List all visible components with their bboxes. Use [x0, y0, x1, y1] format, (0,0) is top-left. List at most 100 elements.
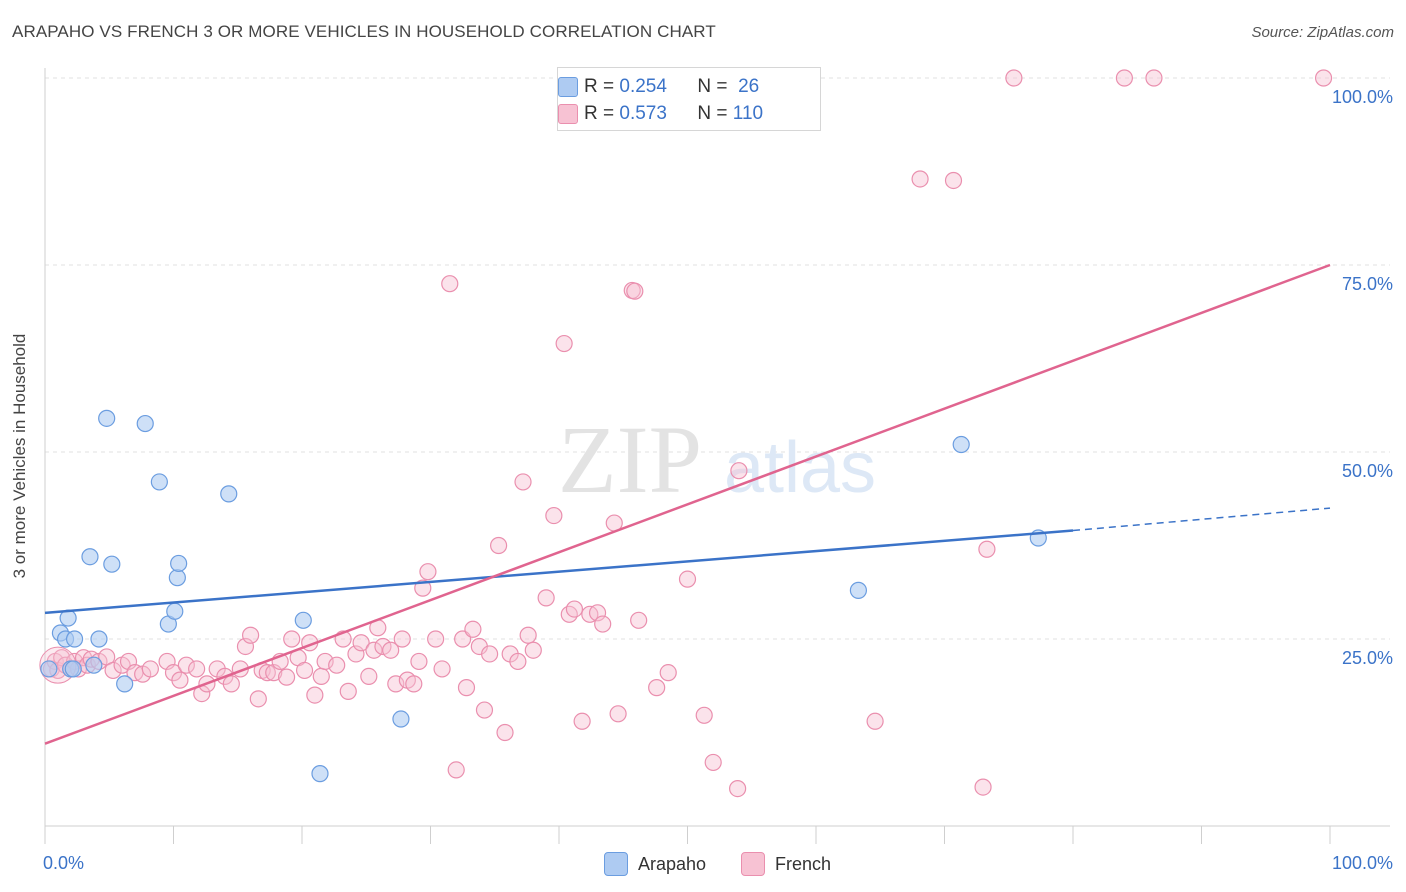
arapaho-point	[150, 473, 168, 491]
arapaho-point	[81, 548, 99, 566]
french-point	[457, 679, 476, 697]
watermark-zip: ZIP	[558, 406, 702, 513]
french-point	[141, 660, 159, 678]
arapaho-trend-extension	[1072, 507, 1331, 532]
french-point	[514, 473, 532, 491]
arapaho-point	[65, 630, 84, 648]
french-point	[339, 682, 357, 700]
french-point	[695, 706, 713, 724]
bottom-legend-arapaho: Arapaho	[604, 850, 706, 878]
y-tick-label: 75.0%	[1342, 274, 1393, 294]
french-point	[659, 664, 677, 682]
arapaho-point	[98, 409, 116, 427]
french-point	[496, 723, 514, 742]
source-label: Source: ZipAtlas.com	[1251, 24, 1394, 41]
watermark-atlas: atlas	[724, 428, 876, 508]
arapaho-point	[40, 660, 58, 678]
french-point	[236, 637, 255, 656]
french-point	[573, 712, 591, 730]
french-point	[352, 634, 370, 652]
french-point	[283, 630, 301, 648]
french-point	[433, 660, 451, 678]
french-point	[405, 675, 423, 693]
y-tick-label: 25.0%	[1342, 648, 1393, 668]
arapaho-point	[392, 710, 410, 728]
arapaho-trend-line	[44, 529, 1074, 615]
tick-labels: 25.0% 50.0% 75.0% 100.0% 0.0% 100.0%	[43, 87, 1393, 873]
french-point	[306, 686, 324, 704]
french-point	[545, 506, 563, 525]
arapaho-point	[952, 435, 970, 454]
french-point	[560, 605, 578, 623]
french-point	[630, 611, 648, 629]
french-point	[447, 761, 465, 779]
arapaho-point	[116, 675, 134, 693]
bottom-french-label: French	[775, 853, 832, 874]
arapaho-r-label: R =	[584, 76, 615, 97]
french-point	[978, 540, 996, 558]
bottom-arapaho-swatch	[604, 852, 628, 876]
french-point	[1145, 69, 1163, 87]
arapaho-n-value: 26	[738, 76, 760, 97]
arapaho-point	[136, 414, 154, 433]
french-n-label: N =	[697, 103, 728, 124]
french-point	[360, 667, 378, 686]
french-point	[393, 630, 411, 648]
arapaho-point	[166, 602, 184, 620]
french-point	[177, 656, 195, 674]
french-point	[648, 679, 666, 697]
french-point	[1115, 69, 1134, 87]
legend-row-french: R = 0.573 N = 110	[558, 100, 764, 128]
legend-row-arapaho: R = 0.254 N = 26	[558, 73, 760, 101]
arapaho-points	[40, 409, 1047, 783]
bottom-legend-french: French	[741, 850, 831, 878]
french-point	[588, 604, 607, 622]
french-point	[277, 668, 296, 686]
french-point	[249, 690, 267, 708]
french-point	[944, 171, 963, 190]
french-point	[464, 620, 482, 638]
arapaho-point	[168, 569, 186, 587]
french-r-label: R =	[584, 103, 615, 124]
french-point	[481, 645, 499, 663]
french-point	[441, 275, 459, 293]
french-point	[382, 641, 400, 659]
french-point	[104, 661, 122, 680]
french-point	[365, 641, 383, 659]
french-point	[222, 675, 240, 693]
french-point	[866, 712, 884, 730]
french-point	[419, 563, 437, 581]
arapaho-r-value: 0.254	[619, 76, 667, 97]
french-points	[39, 69, 1333, 798]
arapaho-point	[64, 660, 82, 678]
french-point	[704, 753, 722, 772]
french-point	[188, 660, 206, 678]
chart-title: ARAPAHO VS FRENCH 3 OR MORE VEHICLES IN …	[12, 22, 716, 41]
french-point	[427, 630, 445, 648]
french-point	[609, 705, 627, 723]
arapaho-point	[311, 765, 329, 783]
french-point	[678, 570, 697, 588]
french-point	[974, 778, 992, 796]
bottom-arapaho-label: Arapaho	[638, 853, 707, 874]
arapaho-point	[85, 656, 103, 674]
french-n-value: 110	[732, 103, 764, 124]
arapaho-point	[103, 555, 121, 573]
axes	[44, 68, 1390, 844]
arapaho-point	[90, 630, 108, 648]
french-point	[328, 656, 346, 674]
french-point	[565, 600, 584, 618]
bottom-french-swatch	[741, 852, 765, 876]
french-point	[555, 334, 573, 353]
x-tick-label-min: 0.0%	[43, 853, 84, 873]
y-tick-label: 50.0%	[1342, 461, 1393, 481]
arapaho-point	[849, 581, 868, 599]
french-point	[519, 626, 537, 644]
french-point	[626, 282, 644, 300]
x-tick-label-max: 100.0%	[1332, 853, 1393, 873]
french-point	[295, 661, 314, 680]
arapaho-point	[170, 554, 188, 573]
french-point	[594, 615, 612, 633]
french-point	[410, 652, 428, 671]
